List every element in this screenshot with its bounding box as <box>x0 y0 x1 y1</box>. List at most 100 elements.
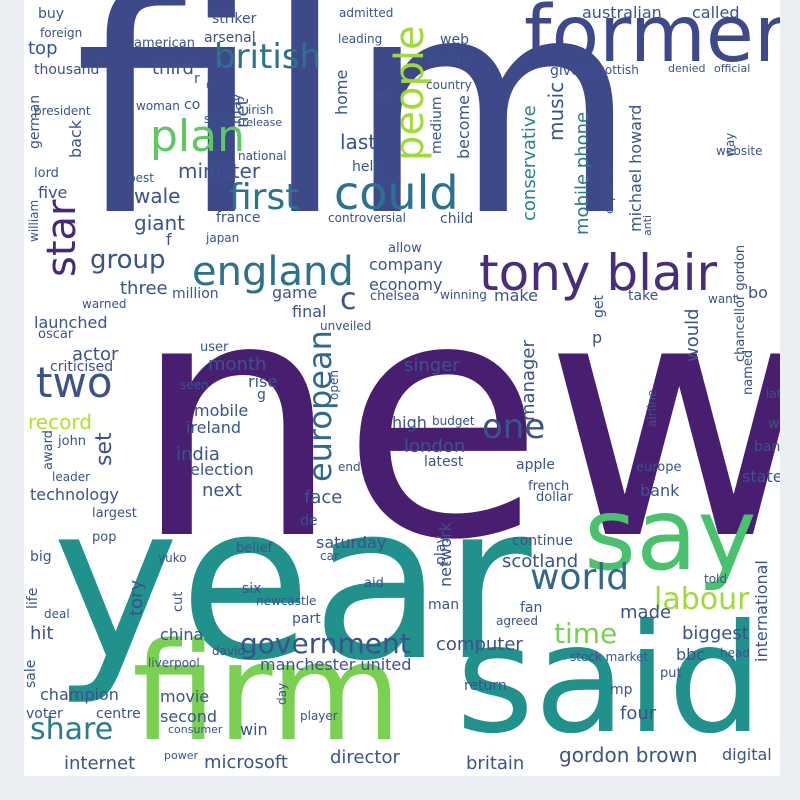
word-william: william <box>27 199 41 242</box>
word-airline: airline <box>645 389 659 427</box>
word-india: india <box>176 444 220 465</box>
word-car: car <box>320 549 339 563</box>
word-group: group <box>90 245 166 275</box>
word-war: war <box>768 416 780 432</box>
word-cloud: film new year said firm say former tony blair co… <box>24 0 780 776</box>
word-r: r <box>194 71 200 87</box>
word-newcastle: newcastle <box>256 594 317 608</box>
word-voter: voter <box>26 706 63 722</box>
word-saturday: saturday <box>316 533 387 552</box>
word-company: company <box>369 255 443 274</box>
word-european: european <box>301 330 339 482</box>
word-big: big <box>30 549 52 565</box>
word-release: release <box>242 116 283 129</box>
word-part: part <box>292 611 321 627</box>
word-return: return <box>464 678 507 694</box>
word-said: said <box>456 593 763 767</box>
word-called: called <box>692 3 740 22</box>
word-british: british <box>214 37 322 77</box>
word-leader: leader <box>52 470 91 484</box>
word-medium: medium <box>429 96 445 154</box>
word-final: final <box>292 302 327 321</box>
word-movie: movie <box>160 687 210 706</box>
word-website: website <box>716 144 763 158</box>
word-china: china <box>160 625 204 644</box>
word-apple: apple <box>516 457 555 473</box>
word-warned: warned <box>82 297 127 311</box>
word-labour: labour <box>654 582 750 617</box>
word-may: may <box>229 93 245 124</box>
word-new: new <box>132 228 780 612</box>
word-wale: wale <box>134 184 181 208</box>
word-could: could <box>334 166 459 220</box>
word-manager: manager <box>518 340 539 421</box>
word-unveiled: unveiled <box>320 319 372 333</box>
word-gordon-brown: gordon brown <box>559 743 698 767</box>
word-life: life <box>25 587 41 609</box>
word-michael-howard: michael howard <box>626 104 645 232</box>
word-digital: digital <box>722 745 772 764</box>
word-former: former <box>524 0 780 80</box>
word-claim: claim <box>428 52 466 68</box>
word-put: put <box>660 666 682 681</box>
word-london: london <box>404 436 466 457</box>
word-f: f <box>166 230 172 249</box>
word-second: second <box>160 707 218 726</box>
word-manchester-united: manchester united <box>260 655 412 674</box>
word-international: international <box>752 560 771 662</box>
word-giant: giant <box>134 211 186 235</box>
word-named: named <box>741 349 756 395</box>
word-hit: hit <box>30 623 54 644</box>
word-take: take <box>628 288 659 304</box>
word-state: state <box>742 467 780 486</box>
word-day: day <box>275 682 289 705</box>
word-champion: champion <box>40 685 119 704</box>
word-aid: aid <box>364 576 384 591</box>
word-n: n <box>206 80 213 91</box>
word-bank: bank <box>640 481 680 500</box>
word-record: record <box>28 410 92 434</box>
word-david: david <box>212 644 246 658</box>
word-pop: pop <box>92 530 117 545</box>
word-music: music <box>544 81 568 141</box>
word-singer: singer <box>404 355 460 376</box>
word-expected: expected <box>603 163 616 214</box>
word-month: month <box>208 354 267 375</box>
word-plan: plan <box>150 111 246 162</box>
word-john: john <box>58 434 87 449</box>
word-best: best <box>128 171 154 185</box>
word-one: one <box>482 407 546 447</box>
word-internet: internet <box>64 753 136 774</box>
word-top: top <box>28 38 58 59</box>
word-user: user <box>200 340 229 355</box>
word-dollar: dollar <box>536 490 573 505</box>
word-stock-market: stock market <box>570 650 649 664</box>
word-star: star <box>39 199 85 277</box>
word-make: make <box>494 286 538 305</box>
word-set: set <box>92 432 117 466</box>
word-liverpool: liverpool <box>148 656 200 670</box>
word-game: game <box>272 283 318 302</box>
word-sold: sold <box>204 112 229 126</box>
word-election: election <box>190 460 254 479</box>
word-country: country <box>426 78 472 92</box>
word-german: german <box>27 94 43 149</box>
word-chelsea: chelsea <box>370 289 420 304</box>
word-co: co <box>184 97 201 113</box>
word-economy: economy <box>369 275 443 294</box>
word-government: government <box>240 627 411 660</box>
word-world: world <box>530 557 630 598</box>
word-winning: winning <box>440 288 487 302</box>
word-yuko: yuko <box>158 551 187 565</box>
word-deal: deal <box>44 607 70 621</box>
word-actor: actor <box>72 344 119 365</box>
word-made: made <box>620 602 672 623</box>
word-consumer: consumer <box>168 723 223 736</box>
word-national: national <box>238 149 287 163</box>
word-back: back <box>66 119 85 158</box>
word-power: power <box>164 749 198 762</box>
word-firm: firm <box>132 614 402 771</box>
word-play: play <box>433 535 449 565</box>
word-budget: budget <box>432 414 475 428</box>
word-minister: minister <box>178 159 261 183</box>
